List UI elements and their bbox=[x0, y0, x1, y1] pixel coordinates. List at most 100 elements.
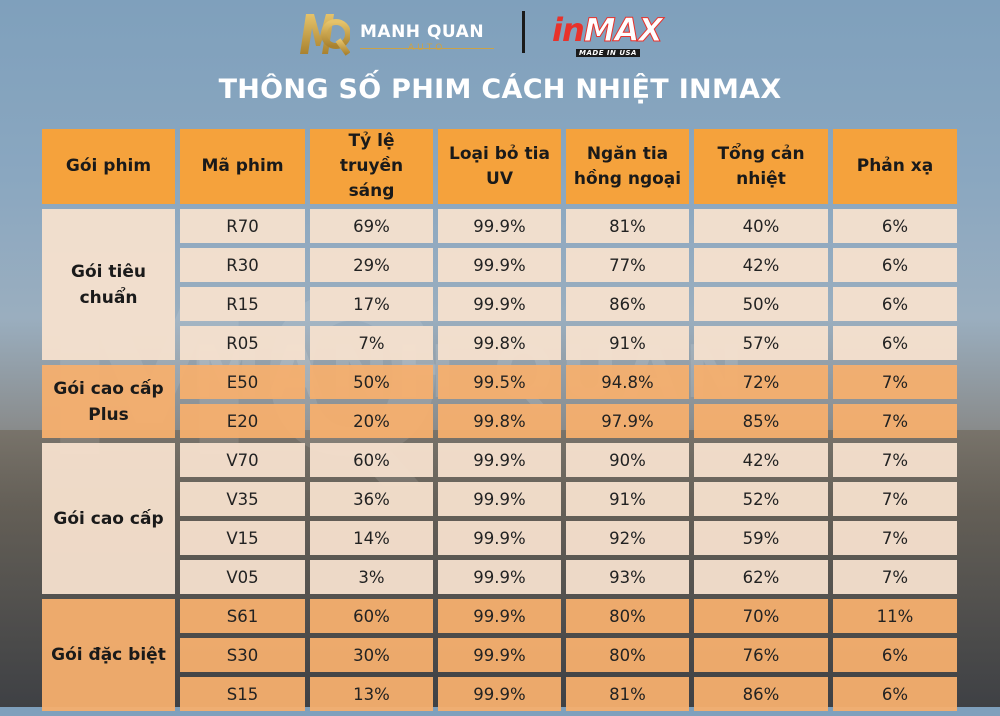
uv-rejection-cell: 99.9% bbox=[438, 560, 561, 594]
total-heat-rejection-cell: 70% bbox=[694, 599, 828, 633]
ir-rejection-cell: 94.8% bbox=[566, 365, 689, 399]
ir-rejection-cell: 93% bbox=[566, 560, 689, 594]
uv-rejection-cell: 99.9% bbox=[438, 248, 561, 282]
light-transmission-cell: 50% bbox=[310, 365, 433, 399]
code-cell: R15 bbox=[180, 287, 305, 321]
header-total-heat-rejection: Tổng cản nhiệt bbox=[694, 129, 828, 204]
total-heat-rejection-cell: 42% bbox=[694, 443, 828, 477]
uv-rejection-cell: 99.9% bbox=[438, 209, 561, 243]
reflectance-cell: 6% bbox=[833, 326, 957, 360]
reflectance-cell: 7% bbox=[833, 521, 957, 555]
light-transmission-cell: 7% bbox=[310, 326, 433, 360]
table-row: S15 13% 99.9% 81% 86% 6% bbox=[42, 677, 957, 711]
reflectance-cell: 7% bbox=[833, 482, 957, 516]
uv-rejection-cell: 99.9% bbox=[438, 443, 561, 477]
total-heat-rejection-cell: 62% bbox=[694, 560, 828, 594]
code-cell: V05 bbox=[180, 560, 305, 594]
light-transmission-cell: 29% bbox=[310, 248, 433, 282]
table-header-row: Gói phim Mã phim Tỷ lệ truyền sáng Loại … bbox=[42, 129, 957, 204]
header-uv-rejection: Loại bỏ tia UV bbox=[438, 129, 561, 204]
total-heat-rejection-cell: 85% bbox=[694, 404, 828, 438]
light-transmission-cell: 20% bbox=[310, 404, 433, 438]
code-cell: V35 bbox=[180, 482, 305, 516]
ir-rejection-cell: 81% bbox=[566, 677, 689, 711]
uv-rejection-cell: 99.9% bbox=[438, 287, 561, 321]
total-heat-rejection-cell: 52% bbox=[694, 482, 828, 516]
uv-rejection-cell: 99.9% bbox=[438, 638, 561, 672]
ir-rejection-cell: 80% bbox=[566, 638, 689, 672]
brand-sub: AUTO bbox=[408, 43, 446, 53]
light-transmission-cell: 13% bbox=[310, 677, 433, 711]
total-heat-rejection-cell: 72% bbox=[694, 365, 828, 399]
table-row: R30 29% 99.9% 77% 42% 6% bbox=[42, 248, 957, 282]
table-row: Gói đặc biệt S61 60% 99.9% 80% 70% 11% bbox=[42, 599, 957, 711]
page-title: THÔNG SỐ PHIM CÁCH NHIỆT INMAX bbox=[218, 74, 782, 105]
reflectance-cell: 6% bbox=[833, 209, 957, 243]
reflectance-cell: 6% bbox=[833, 677, 957, 711]
reflectance-cell: 11% bbox=[833, 599, 957, 633]
code-cell: E20 bbox=[180, 404, 305, 438]
table-row: E20 20% 99.8% 97.9% 85% 7% bbox=[42, 404, 957, 438]
reflectance-cell: 7% bbox=[833, 404, 957, 438]
logo-divider bbox=[522, 11, 525, 53]
code-cell: S30 bbox=[180, 638, 305, 672]
header: MANH QUAN AUTO inMAX MADE IN USA bbox=[0, 8, 1000, 58]
table-row: Gói tiêu chuẩn R70 69% 99.9% 81% 40% 6% bbox=[42, 209, 957, 360]
package-name-cell: Gói đặc biệt bbox=[42, 599, 175, 711]
code-cell: E50 bbox=[180, 365, 305, 399]
ir-rejection-cell: 91% bbox=[566, 326, 689, 360]
code-cell: V15 bbox=[180, 521, 305, 555]
ir-rejection-cell: 77% bbox=[566, 248, 689, 282]
uv-rejection-cell: 99.8% bbox=[438, 404, 561, 438]
manh-quan-logo-icon bbox=[300, 14, 350, 56]
code-cell: V70 bbox=[180, 443, 305, 477]
reflectance-cell: 7% bbox=[833, 365, 957, 399]
light-transmission-cell: 14% bbox=[310, 521, 433, 555]
light-transmission-cell: 3% bbox=[310, 560, 433, 594]
ir-rejection-cell: 80% bbox=[566, 599, 689, 633]
code-cell: S61 bbox=[180, 599, 305, 633]
light-transmission-cell: 60% bbox=[310, 443, 433, 477]
light-transmission-cell: 30% bbox=[310, 638, 433, 672]
inmax-tagline: MADE IN USA bbox=[576, 49, 640, 57]
uv-rejection-cell: 99.9% bbox=[438, 677, 561, 711]
table-row: V15 14% 99.9% 92% 59% 7% bbox=[42, 521, 957, 555]
ir-rejection-cell: 86% bbox=[566, 287, 689, 321]
total-heat-rejection-cell: 40% bbox=[694, 209, 828, 243]
table-body: Gói tiêu chuẩn R70 69% 99.9% 81% 40% 6% R30 29% 9… bbox=[42, 209, 957, 711]
brand-name: MANH QUAN bbox=[360, 22, 485, 42]
total-heat-rejection-cell: 76% bbox=[694, 638, 828, 672]
total-heat-rejection-cell: 59% bbox=[694, 521, 828, 555]
uv-rejection-cell: 99.5% bbox=[438, 365, 561, 399]
reflectance-cell: 6% bbox=[833, 638, 957, 672]
package-name-cell: Gói cao cấp Plus bbox=[42, 365, 175, 438]
ir-rejection-cell: 91% bbox=[566, 482, 689, 516]
uv-rejection-cell: 99.9% bbox=[438, 599, 561, 633]
code-cell: S15 bbox=[180, 677, 305, 711]
code-cell: R30 bbox=[180, 248, 305, 282]
uv-rejection-cell: 99.9% bbox=[438, 521, 561, 555]
code-cell: R05 bbox=[180, 326, 305, 360]
uv-rejection-cell: 99.9% bbox=[438, 482, 561, 516]
table-row: Gói cao cấp Plus E50 50% 99.5% 94.8% 72% 7% bbox=[42, 365, 957, 438]
uv-rejection-cell: 99.8% bbox=[438, 326, 561, 360]
spec-table: Gói phim Mã phim Tỷ lệ truyền sáng Loại … bbox=[37, 124, 962, 716]
reflectance-cell: 6% bbox=[833, 248, 957, 282]
table-row: V05 3% 99.9% 93% 62% 7% bbox=[42, 560, 957, 594]
table-row: R05 7% 99.8% 91% 57% 6% bbox=[42, 326, 957, 360]
package-name-cell: Gói tiêu chuẩn bbox=[42, 209, 175, 360]
ir-rejection-cell: 97.9% bbox=[566, 404, 689, 438]
package-name-cell: Gói cao cấp bbox=[42, 443, 175, 594]
total-heat-rejection-cell: 42% bbox=[694, 248, 828, 282]
header-reflectance: Phản xạ bbox=[833, 129, 957, 204]
reflectance-cell: 7% bbox=[833, 560, 957, 594]
table-row: V35 36% 99.9% 91% 52% 7% bbox=[42, 482, 957, 516]
total-heat-rejection-cell: 86% bbox=[694, 677, 828, 711]
header-code: Mã phim bbox=[180, 129, 305, 204]
table-row: S30 30% 99.9% 80% 76% 6% bbox=[42, 638, 957, 672]
brand-underline bbox=[360, 48, 494, 49]
ir-rejection-cell: 81% bbox=[566, 209, 689, 243]
light-transmission-cell: 69% bbox=[310, 209, 433, 243]
total-heat-rejection-cell: 50% bbox=[694, 287, 828, 321]
reflectance-cell: 6% bbox=[833, 287, 957, 321]
